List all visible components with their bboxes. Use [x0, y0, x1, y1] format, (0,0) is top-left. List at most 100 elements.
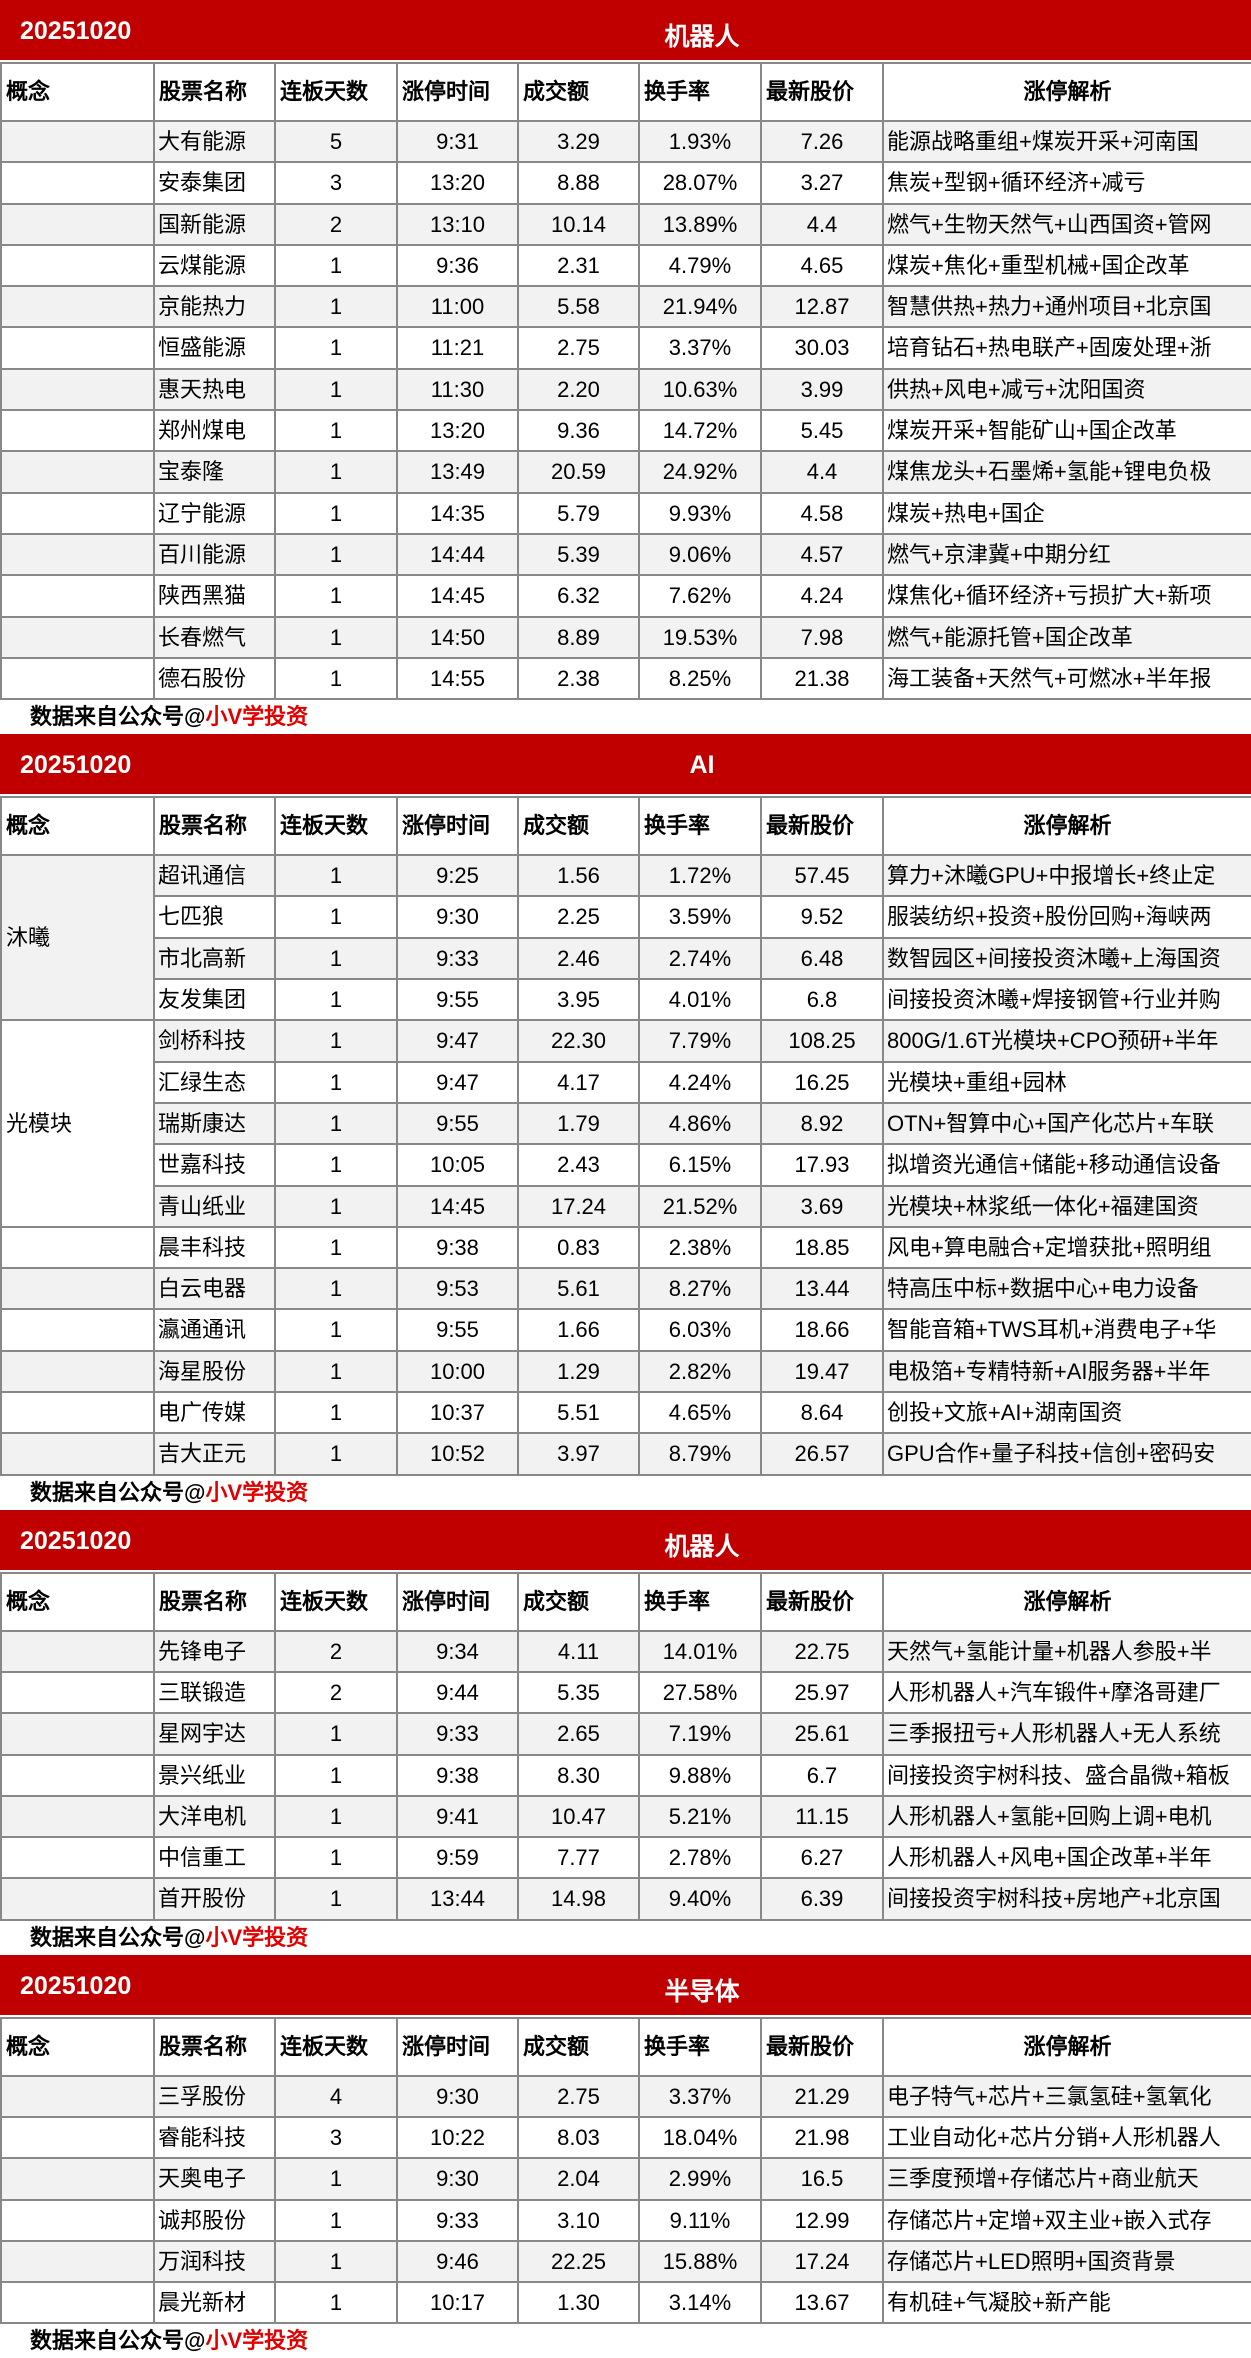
turnover-amount: 2.46: [519, 938, 640, 981]
stock-name: 海星股份: [155, 1351, 276, 1394]
turnover-rate: 1.72%: [640, 856, 762, 898]
column-header: 涨停解析: [884, 2018, 1251, 2077]
concept-cell: [2, 534, 155, 577]
concept-cell: [2, 163, 155, 205]
column-header: 成交额: [519, 64, 640, 122]
stock-name: 世嘉科技: [155, 1145, 276, 1187]
stock-name: 中信重工: [155, 1838, 276, 1880]
turnover-amount: 2.04: [519, 2159, 640, 2201]
limit-analysis: 有机硅+气凝胶+新产能: [884, 2283, 1251, 2325]
board-days: 1: [276, 534, 398, 577]
column-header: 换手率: [640, 2018, 762, 2077]
data-table: 概念 股票名称 连板天数 涨停时间 成交额 换手率 最新股价 涨停解析 先锋电子 2 9:34 4.1…: [0, 1571, 1251, 1921]
limit-time: 9:38: [398, 1755, 519, 1797]
limit-analysis: 海工装备+天然气+可燃冰+半年报: [884, 659, 1251, 701]
turnover-rate: 2.38%: [640, 1227, 762, 1270]
concept-cell: [2, 617, 155, 659]
limit-analysis: 煤焦化+循环经济+亏损扩大+新项: [884, 576, 1251, 618]
latest-price: 3.99: [762, 369, 884, 412]
stock-name: 恒盛能源: [155, 328, 276, 370]
concept-cell: [2, 1714, 155, 1756]
latest-price: 12.99: [762, 2200, 884, 2242]
latest-price: 17.93: [762, 1145, 884, 1187]
concept-cell: [2, 1755, 155, 1797]
stock-name: 云煤能源: [155, 245, 276, 288]
turnover-amount: 10.14: [519, 204, 640, 246]
latest-price: 8.92: [762, 1103, 884, 1146]
concept-cell: [2, 576, 155, 618]
turnover-amount: 20.59: [519, 452, 640, 494]
source-footer: 数据来自公众号@小V学投资: [0, 700, 1251, 734]
limit-analysis: 三季度预增+存储芯片+商业航天: [884, 2159, 1251, 2201]
concept-cell: [2, 411, 155, 453]
latest-price: 30.03: [762, 328, 884, 370]
stock-name: 友发集团: [155, 980, 276, 1022]
stock-name: 白云电器: [155, 1269, 276, 1311]
limit-analysis: 焦炭+型钢+循环经济+减亏: [884, 163, 1251, 205]
concept-cell: [2, 2117, 155, 2160]
turnover-amount: 3.95: [519, 980, 640, 1022]
data-table: 概念 股票名称 连板天数 涨停时间 成交额 换手率 最新股价 涨停解析 三孚股份 4 9:30 2.7…: [0, 2016, 1251, 2325]
limit-analysis: 天然气+氢能计量+机器人参股+半: [884, 1631, 1251, 1673]
board-days: 1: [276, 1714, 398, 1756]
report-date: 20251020: [20, 1971, 132, 2000]
latest-price: 17.24: [762, 2241, 884, 2284]
brand-name: 小V学投资: [205, 704, 309, 730]
concept-cell: [2, 1227, 155, 1270]
limit-time: 14:35: [398, 493, 519, 535]
turnover-rate: 4.24%: [640, 1062, 762, 1104]
concept-cell: [2, 204, 155, 246]
turnover-amount: 6.32: [519, 576, 640, 618]
table-title-bar: 20251020 机器人: [0, 1509, 1251, 1572]
turnover-amount: 7.77: [519, 1838, 640, 1880]
column-header: 涨停解析: [884, 1573, 1251, 1632]
turnover-amount: 4.11: [519, 1631, 640, 1673]
limit-time: 13:20: [398, 411, 519, 453]
stock-name: 晨光新材: [155, 2283, 276, 2325]
latest-price: 108.25: [762, 1021, 884, 1063]
column-header: 涨停时间: [398, 798, 519, 857]
limit-analysis: GPU合作+量子科技+信创+密码安: [884, 1434, 1251, 1476]
limit-time: 14:44: [398, 534, 519, 577]
turnover-rate: 15.88%: [640, 2241, 762, 2284]
turnover-rate: 28.07%: [640, 163, 762, 205]
board-days: 3: [276, 2117, 398, 2160]
limit-time: 9:33: [398, 1714, 519, 1756]
concept-cell: [2, 2200, 155, 2242]
turnover-amount: 5.35: [519, 1672, 640, 1715]
limit-time: 9:31: [398, 122, 519, 164]
limit-time: 9:41: [398, 1796, 519, 1839]
turnover-amount: 5.39: [519, 534, 640, 577]
column-header: 连板天数: [276, 2018, 398, 2077]
turnover-amount: 2.75: [519, 2076, 640, 2118]
report-date: 20251020: [20, 751, 132, 780]
limit-time: 10:05: [398, 1145, 519, 1187]
turnover-amount: 1.29: [519, 1351, 640, 1394]
column-header: 涨停时间: [398, 1573, 519, 1632]
stock-name: 三孚股份: [155, 2076, 276, 2118]
report-date: 20251020: [20, 17, 132, 45]
column-header: 概念: [2, 798, 155, 857]
limit-time: 13:10: [398, 204, 519, 246]
turnover-rate: 2.82%: [640, 1351, 762, 1394]
board-days: 3: [276, 163, 398, 205]
board-days: 1: [276, 1062, 398, 1104]
limit-analysis: 数智园区+间接投资沐曦+上海国资: [884, 938, 1251, 981]
turnover-rate: 8.27%: [640, 1269, 762, 1311]
concept-cell: [2, 658, 155, 701]
latest-price: 19.47: [762, 1351, 884, 1394]
latest-price: 21.38: [762, 658, 884, 701]
limit-analysis: 算力+沐曦GPU+中报增长+终止定: [884, 856, 1251, 898]
turnover-amount: 22.30: [519, 1021, 640, 1063]
category-title: 半导体: [664, 1977, 740, 2006]
source-footer: 数据来自公众号@小V学投资: [0, 1476, 1251, 1510]
limit-analysis: 培育钻石+热电联产+固废处理+浙: [884, 328, 1251, 370]
limit-time: 9:30: [398, 2076, 519, 2118]
turnover-rate: 3.37%: [640, 328, 762, 370]
limit-analysis: 间接投资沐曦+焊接钢管+行业并购: [884, 980, 1251, 1022]
turnover-rate: 9.11%: [640, 2200, 762, 2242]
limit-time: 13:20: [398, 163, 519, 205]
latest-price: 13.44: [762, 1269, 884, 1311]
stock-name: 星网宇达: [155, 1714, 276, 1756]
limit-analysis: 光模块+林浆纸一体化+福建国资: [884, 1186, 1251, 1228]
